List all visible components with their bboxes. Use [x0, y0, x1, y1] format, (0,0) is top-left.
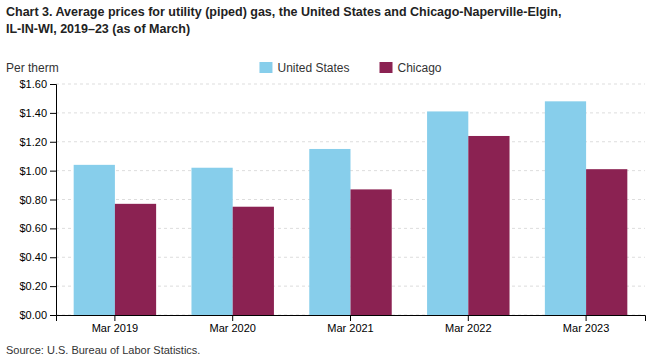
- tick: Mar 2020: [209, 315, 255, 334]
- bar: [74, 165, 115, 315]
- tick-label: Mar 2021: [327, 322, 373, 334]
- legend-label: United States: [277, 61, 349, 75]
- y-axis-title: Per therm: [6, 61, 59, 75]
- tick: $1.20: [19, 136, 56, 148]
- bars: [74, 101, 628, 315]
- bar: [468, 136, 509, 315]
- annotation: Source: U.S. Bureau of Labor Statistics.: [6, 344, 200, 356]
- tick-mark: [50, 113, 56, 114]
- chart: Chart 3. Average prices for utility (pip…: [0, 0, 661, 361]
- axis-line: [57, 316, 646, 322]
- legend-label: Chicago: [398, 61, 442, 75]
- grid-line: [56, 84, 645, 85]
- tick: $0.00: [19, 309, 56, 321]
- bar: [545, 101, 586, 315]
- tick-label: $0.60: [19, 222, 47, 234]
- tick-mark: [50, 257, 56, 258]
- tick-mark: [50, 200, 56, 201]
- tick: $1.00: [19, 165, 56, 177]
- tick-label: $0.20: [19, 280, 47, 292]
- tick: $1.40: [19, 107, 56, 119]
- tick-mark: [350, 315, 351, 321]
- tick-mark: [586, 315, 587, 321]
- bar: [233, 207, 274, 315]
- legend-item: Chicago: [380, 61, 442, 75]
- y-axis: $0.00 $0.20 $0.40 $0.60 $0.80 $1.00 $1.20 $1.40…: [19, 78, 56, 321]
- title: Chart 3. Average prices for utility (pip…: [6, 5, 561, 19]
- tick-label: $0.00: [19, 309, 47, 321]
- bar: [191, 168, 232, 315]
- legend-item: United States: [259, 61, 349, 75]
- tick-mark: [50, 286, 56, 287]
- tick-label: Mar 2019: [92, 322, 138, 334]
- legend-swatch: [380, 62, 393, 73]
- tick-mark: [114, 315, 115, 321]
- legend: United States Chicago: [259, 61, 441, 75]
- tick-mark: [50, 171, 56, 172]
- tick-mark: [50, 142, 56, 143]
- tick-mark: [468, 315, 469, 321]
- tick-mark: [232, 315, 233, 321]
- tick-label: Mar 2020: [209, 322, 255, 334]
- tick-mark: [50, 228, 56, 229]
- tick: $0.40: [19, 251, 56, 263]
- tick-mark: [50, 315, 56, 316]
- tick: Mar 2021: [327, 315, 373, 334]
- tick-mark: [50, 84, 56, 85]
- tick-label: $1.00: [19, 165, 47, 177]
- tick-label: $1.60: [19, 78, 47, 90]
- tick: Mar 2019: [92, 315, 138, 334]
- legend-swatch: [259, 62, 272, 73]
- tick-label: $1.40: [19, 107, 47, 119]
- tick: Mar 2022: [445, 315, 491, 334]
- plot: $0.00 $0.20 $0.40 $0.60 $0.80 $1.00 $1.20 $1.40…: [19, 78, 645, 334]
- bar: [115, 204, 156, 315]
- x-axis: Mar 2019 Mar 2020 Mar 2021 Mar 2022 Mar 2023: [57, 315, 646, 334]
- tick-label: $0.80: [19, 194, 47, 206]
- tick: Mar 2023: [563, 315, 609, 334]
- title: IL-IN-WI, 2019–23 (as of March): [6, 22, 190, 36]
- tick-label: Mar 2022: [445, 322, 491, 334]
- tick: $0.60: [19, 222, 56, 234]
- tick: $1.60: [19, 78, 56, 90]
- tick-label: $0.40: [19, 251, 47, 263]
- bar: [586, 169, 627, 315]
- axis-line: [50, 85, 57, 316]
- grid: [56, 84, 645, 315]
- bar: [427, 111, 468, 315]
- bar: [351, 189, 392, 315]
- bar: [309, 149, 350, 315]
- tick-label: Mar 2023: [563, 322, 609, 334]
- tick: $0.20: [19, 280, 56, 292]
- tick: $0.80: [19, 194, 56, 206]
- tick-label: $1.20: [19, 136, 47, 148]
